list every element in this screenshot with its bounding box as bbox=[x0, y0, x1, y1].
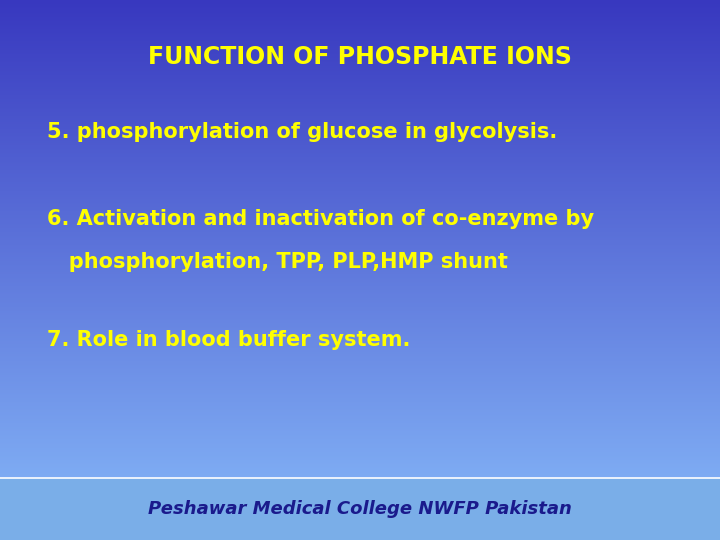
Text: FUNCTION OF PHOSPHATE IONS: FUNCTION OF PHOSPHATE IONS bbox=[148, 45, 572, 69]
Text: 6. Activation and inactivation of co-enzyme by: 6. Activation and inactivation of co-enz… bbox=[47, 208, 594, 229]
Text: 5. phosphorylation of glucose in glycolysis.: 5. phosphorylation of glucose in glycoly… bbox=[47, 122, 557, 143]
Bar bbox=[0, 478, 720, 540]
Text: phosphorylation, TPP, PLP,HMP shunt: phosphorylation, TPP, PLP,HMP shunt bbox=[47, 252, 508, 272]
Text: 7. Role in blood buffer system.: 7. Role in blood buffer system. bbox=[47, 330, 410, 350]
Text: Peshawar Medical College NWFP Pakistan: Peshawar Medical College NWFP Pakistan bbox=[148, 500, 572, 518]
